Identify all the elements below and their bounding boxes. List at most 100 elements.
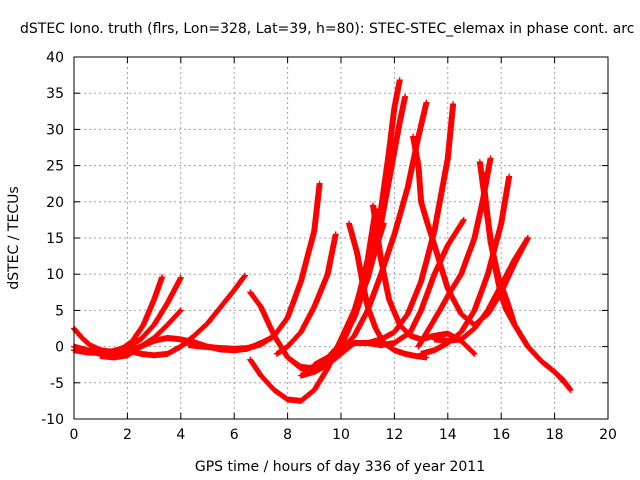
- data-point: [180, 338, 182, 340]
- data-point: [142, 324, 144, 326]
- data-point: [300, 375, 302, 377]
- data-point: [383, 342, 385, 344]
- x-tick-label: 4: [176, 427, 185, 443]
- x-tick-label: 2: [123, 427, 132, 443]
- data-point: [313, 364, 315, 366]
- data-point: [500, 295, 502, 297]
- data-point: [399, 324, 401, 326]
- data-point: [447, 157, 449, 159]
- data-point: [193, 335, 195, 337]
- data-point: [300, 367, 302, 369]
- data-point: [487, 309, 489, 311]
- y-tick-label: 40: [46, 50, 64, 66]
- data-point: [89, 344, 91, 346]
- data-point: [356, 251, 358, 253]
- series-markers: [479, 169, 571, 390]
- data-point: [399, 79, 401, 81]
- data-point: [420, 280, 422, 282]
- data-point: [380, 338, 382, 340]
- data-point: [490, 157, 492, 159]
- data-point: [340, 342, 342, 344]
- data-point: [388, 150, 390, 152]
- series-22: [431, 235, 531, 344]
- data-point: [153, 354, 155, 356]
- x-tick-label: 6: [230, 427, 239, 443]
- y-tick-label: 20: [46, 195, 64, 211]
- x-tick-label: 20: [599, 427, 617, 443]
- data-point: [340, 349, 342, 351]
- data-point: [447, 288, 449, 290]
- data-point: [500, 284, 502, 286]
- series-13: [324, 99, 430, 361]
- data-point: [153, 324, 155, 326]
- x-tick-label: 14: [439, 427, 457, 443]
- data-point: [327, 273, 329, 275]
- data-point: [348, 223, 350, 225]
- x-tick-label: 0: [70, 427, 79, 443]
- data-point: [417, 165, 419, 167]
- data-point: [367, 306, 369, 308]
- data-point: [474, 353, 475, 355]
- data-point: [166, 302, 168, 304]
- data-point: [233, 348, 235, 350]
- data-point: [140, 346, 142, 348]
- data-point: [367, 277, 369, 279]
- data-point: [273, 389, 275, 391]
- y-tick-label: 25: [46, 159, 64, 175]
- data-point: [233, 289, 235, 291]
- data-point: [287, 398, 289, 400]
- data-point: [247, 347, 249, 349]
- data-point: [327, 360, 329, 362]
- y-tick-label: 30: [46, 122, 64, 138]
- data-point: [433, 338, 435, 340]
- data-point: [570, 389, 572, 391]
- x-tick-label: 18: [546, 427, 564, 443]
- data-point: [460, 273, 462, 275]
- data-point: [313, 230, 315, 232]
- data-point: [260, 306, 262, 308]
- data-point: [425, 102, 427, 104]
- data-point: [428, 328, 430, 329]
- data-point: [508, 175, 510, 177]
- data-point: [300, 400, 302, 402]
- data-point: [276, 353, 278, 355]
- data-point: [153, 299, 155, 301]
- data-point: [327, 356, 329, 358]
- x-tick-label: 12: [385, 427, 403, 443]
- data-point: [100, 355, 102, 357]
- data-point: [460, 338, 462, 340]
- data-point: [86, 349, 88, 351]
- data-point: [420, 201, 422, 203]
- data-point: [161, 276, 163, 278]
- data-point: [260, 375, 262, 377]
- data-point: [327, 367, 329, 369]
- data-point: [140, 353, 142, 355]
- data-point: [393, 233, 395, 235]
- data-point: [417, 346, 419, 348]
- data-point: [393, 349, 395, 351]
- x-tick-label: 16: [492, 427, 510, 443]
- data-point: [126, 349, 128, 351]
- data-point: [490, 241, 492, 243]
- y-tick-label: 10: [46, 267, 64, 283]
- data-point: [420, 353, 422, 355]
- data-point: [201, 346, 203, 348]
- data-point: [380, 223, 382, 225]
- data-point: [407, 186, 409, 188]
- data-point: [340, 353, 342, 355]
- data-point: [193, 341, 195, 343]
- data-point: [249, 291, 251, 293]
- series-15: [364, 101, 457, 346]
- data-point: [287, 317, 289, 319]
- data-point: [447, 244, 449, 246]
- data-point: [463, 219, 465, 221]
- data-point: [482, 172, 484, 174]
- y-tick-label: -10: [41, 412, 64, 428]
- data-point: [244, 275, 246, 277]
- data-point: [220, 347, 222, 349]
- plot-frame: [73, 56, 609, 420]
- data-point: [388, 299, 390, 301]
- y-tick-label: 35: [46, 86, 64, 102]
- data-point: [313, 389, 315, 391]
